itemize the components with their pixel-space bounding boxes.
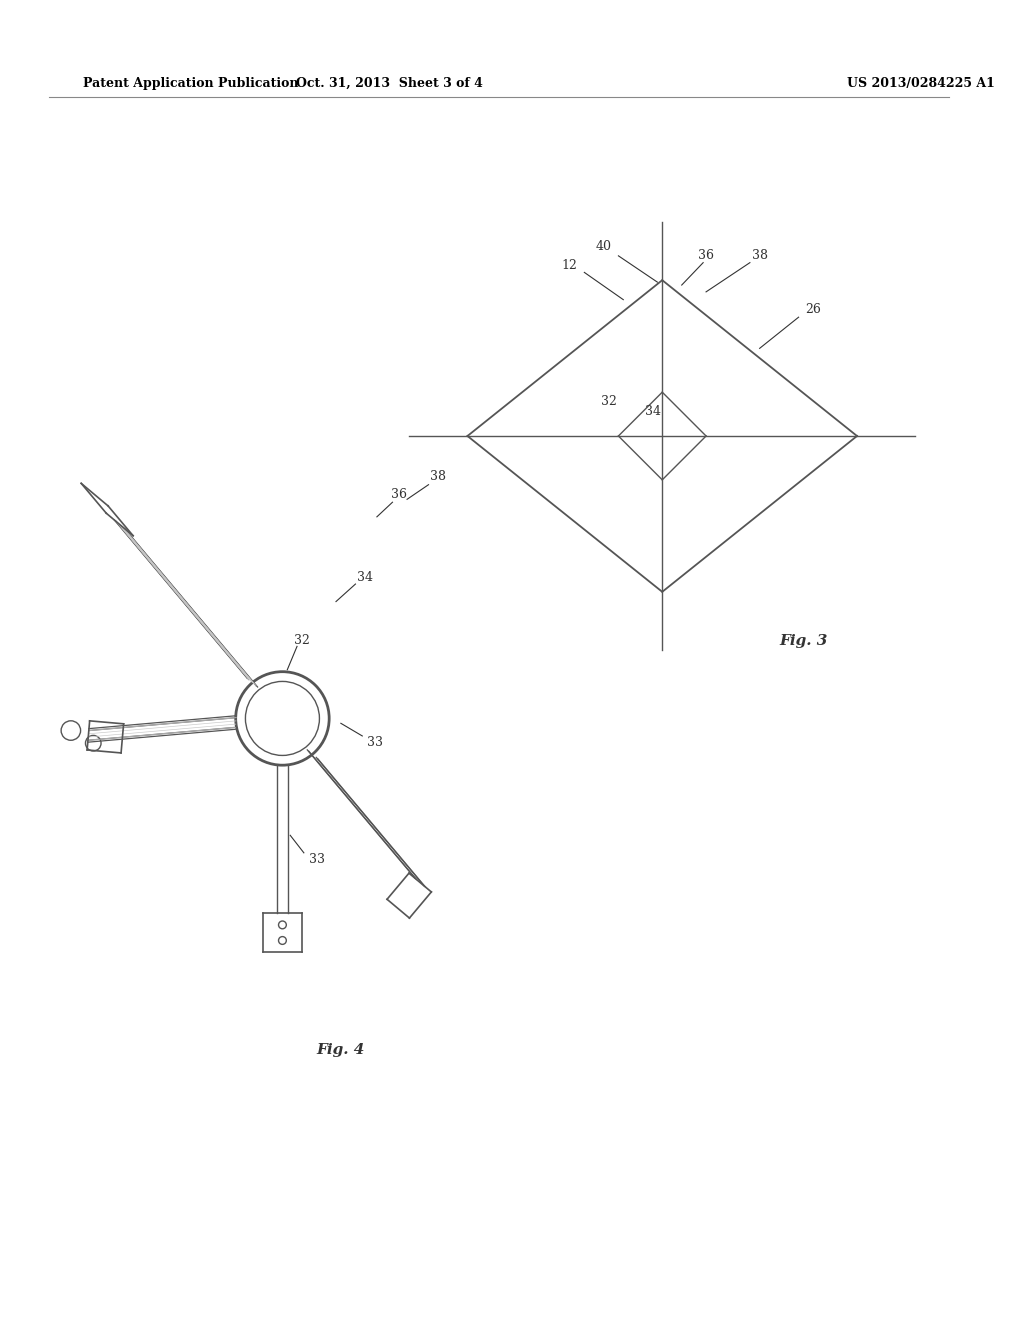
Text: Fig. 3: Fig. 3: [779, 634, 827, 648]
Text: 40: 40: [596, 240, 611, 252]
Text: 36: 36: [698, 249, 714, 263]
Text: 33: 33: [308, 853, 325, 866]
Text: Oct. 31, 2013  Sheet 3 of 4: Oct. 31, 2013 Sheet 3 of 4: [296, 77, 483, 90]
Text: 34: 34: [357, 570, 373, 583]
Text: 38: 38: [430, 470, 446, 483]
Text: 36: 36: [391, 488, 408, 500]
Text: 33: 33: [367, 737, 383, 750]
Text: 32: 32: [601, 396, 616, 408]
Text: Fig. 4: Fig. 4: [316, 1043, 365, 1056]
Text: 34: 34: [644, 405, 660, 418]
Text: Patent Application Publication: Patent Application Publication: [83, 77, 298, 90]
Text: 32: 32: [294, 634, 310, 647]
Text: 38: 38: [752, 249, 768, 263]
Text: 26: 26: [805, 302, 821, 315]
Text: 12: 12: [562, 259, 578, 272]
Text: US 2013/0284225 A1: US 2013/0284225 A1: [847, 77, 995, 90]
